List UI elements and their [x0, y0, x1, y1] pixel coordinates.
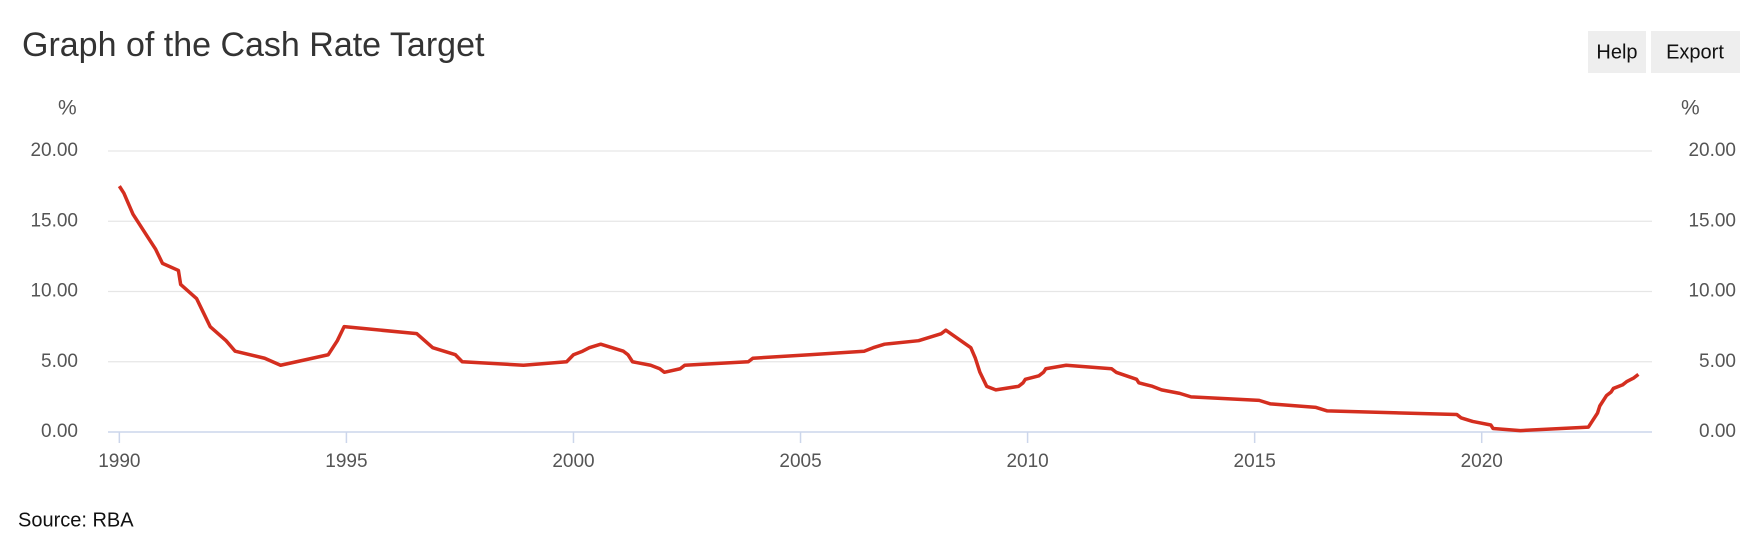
x-tick-label: 2010 [1006, 451, 1048, 472]
source: Source: RBA [18, 509, 134, 531]
y2-tick-label: 10.00 [1688, 281, 1736, 302]
y-tick-label: 0.00 [41, 421, 78, 442]
x-tick-label: 1990 [98, 451, 140, 472]
export-button-label[interactable]: Export [1666, 41, 1724, 63]
data-line [117, 185, 1640, 433]
y2-tick-label: 15.00 [1688, 210, 1736, 231]
help-button-label[interactable]: Help [1596, 41, 1637, 63]
help-button[interactable]: Help [1588, 31, 1646, 73]
y-tick-label: 5.00 [41, 351, 78, 372]
y-axis-unit: % [58, 97, 77, 120]
y2-axis-unit: % [1681, 97, 1700, 120]
y2-tick-label: 5.00 [1699, 351, 1736, 372]
help-button-bg[interactable] [1588, 31, 1646, 73]
x-tick-label: 2020 [1461, 451, 1503, 472]
y2-tick-label: 20.00 [1688, 140, 1736, 161]
x-tick-label: 2005 [779, 451, 821, 472]
y-tick-label: 10.00 [30, 281, 78, 302]
x-tick-label: 2000 [552, 451, 594, 472]
y-tick-label: 15.00 [30, 210, 78, 231]
chart-title: Graph of the Cash Rate Target [22, 26, 485, 64]
x-tick-label: 1995 [325, 451, 367, 472]
y-tick-label: 20.00 [30, 140, 78, 161]
export-button-bg[interactable] [1651, 31, 1740, 73]
export-button[interactable]: Export [1651, 31, 1740, 73]
x-tick-label: 2015 [1234, 451, 1276, 472]
y2-tick-label: 0.00 [1699, 421, 1736, 442]
